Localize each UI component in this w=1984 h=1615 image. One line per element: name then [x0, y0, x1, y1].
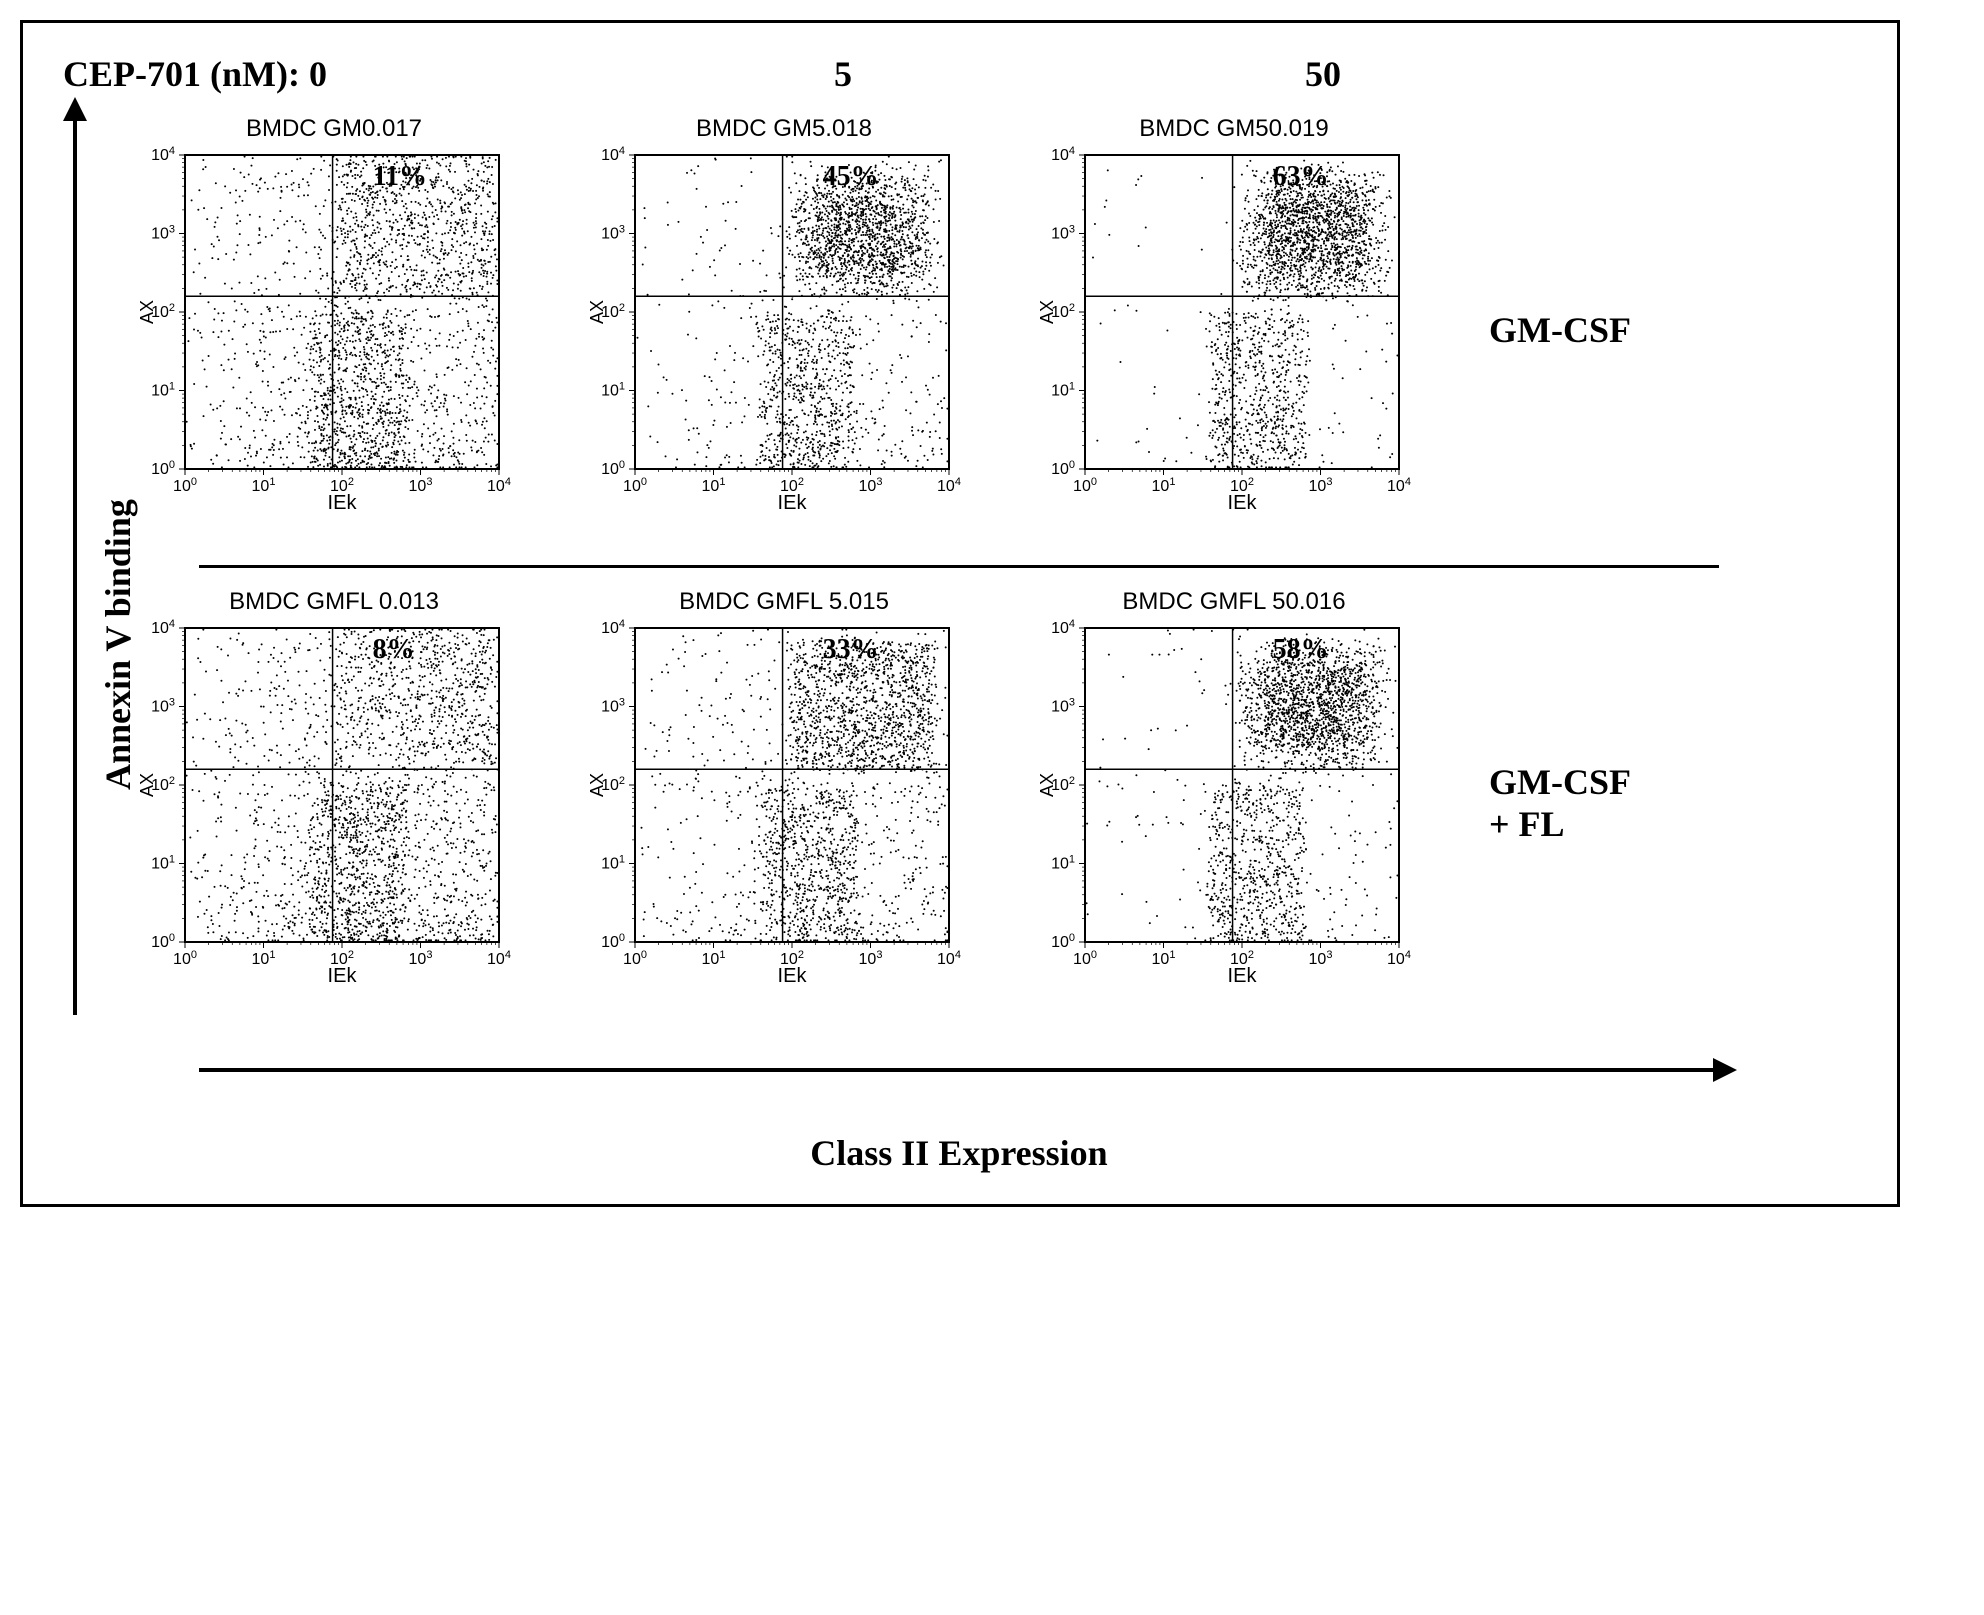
plot-y-axis: AX	[139, 300, 157, 324]
plot-x-axis: IEk	[328, 965, 358, 987]
figure-frame: CEP-701 (nM): 0 5 50 Annexin V binding B…	[20, 20, 1900, 1207]
percent-label: 8%	[373, 634, 415, 665]
plot-row: BMDC GM0.01711%1001001011011021021031031…	[139, 115, 1779, 545]
dose-0: 0	[309, 54, 327, 94]
main-area: Annexin V binding BMDC GM0.017 11% 100100 1…	[63, 115, 1857, 1174]
treatment-label-text: CEP-701 (nM):	[63, 54, 300, 94]
scatter-plot: 63%100100101101102102103103104104IEkAX	[1039, 145, 1429, 545]
plot-y-axis: AX	[589, 300, 607, 324]
y-axis-arrow	[73, 115, 77, 1015]
svg-text:103: 103	[151, 224, 175, 243]
scatter-plot: 45%100100101101102102103103104104IEkAX	[589, 145, 979, 545]
scatter-plot: 58%100100101101102102103103104104IEkAX	[1039, 618, 1429, 1018]
y-axis-label: Annexin V binding	[87, 115, 139, 1174]
plot-wrap: BMDC GM50.01963%100100101101102102103103…	[1039, 115, 1429, 545]
percent-label: 11%	[373, 161, 427, 192]
scatter-plot: 8%100100101101102102103103104104IEkAX	[139, 618, 529, 1018]
svg-text:101: 101	[151, 381, 175, 400]
plot-title: BMDC GMFL 50.016	[1122, 588, 1345, 616]
plot-x-axis: IEk	[328, 492, 358, 514]
row-label: GM-CSF	[1489, 309, 1669, 351]
plot-title: BMDC GM0.017	[246, 115, 422, 143]
dose-header: CEP-701 (nM): 0 5 50	[63, 53, 1857, 95]
svg-text:100: 100	[173, 476, 197, 495]
plot-y-axis: AX	[1039, 773, 1057, 797]
row-divider	[199, 565, 1719, 568]
svg-text:103: 103	[409, 476, 433, 495]
percent-label: 45%	[823, 161, 879, 192]
plot-x-axis: IEk	[778, 492, 808, 514]
scatter-plot: 33%100100101101102102103103104104IEkAX	[589, 618, 979, 1018]
plot-title: BMDC GM50.019	[1139, 115, 1328, 143]
svg-text:104: 104	[487, 476, 511, 495]
percent-label: 33%	[823, 634, 879, 665]
scatter-plot: 11%100100101101102102103103104104IEkAX	[139, 145, 529, 545]
plot-y-axis: AX	[1039, 300, 1057, 324]
plot-wrap: BMDC GM5.01845%1001001011011021021031031…	[589, 115, 979, 545]
percent-label: 63%	[1273, 161, 1329, 192]
plot-wrap: BMDC GMFL 0.0138%10010010110110210210310…	[139, 588, 529, 1018]
plot-title: BMDC GMFL 0.013	[229, 588, 439, 616]
rows-container: BMDC GM0.01711%1001001011011021021031031…	[139, 115, 1779, 1018]
plot-y-axis: AX	[139, 773, 157, 797]
plot-wrap: BMDC GM0.01711%1001001011011021021031031…	[139, 115, 529, 545]
svg-text:104: 104	[151, 145, 175, 164]
plot-x-axis: IEk	[1228, 492, 1258, 514]
dose-2: 50	[1083, 53, 1563, 95]
x-axis-arrow	[199, 1068, 1719, 1072]
row-label: GM-CSF + FL	[1489, 761, 1669, 845]
plot-y-axis: AX	[589, 773, 607, 797]
plot-x-axis: IEk	[1228, 965, 1258, 987]
dose-1: 5	[603, 53, 1083, 95]
plot-wrap: BMDC GMFL 5.01533%1001001011011021021031…	[589, 588, 979, 1018]
percent-label: 58%	[1273, 634, 1329, 665]
svg-text:101: 101	[252, 476, 276, 495]
x-axis-label: Class II Expression	[139, 1132, 1779, 1174]
plots-column: BMDC GM0.01711%1001001011011021021031031…	[139, 115, 1779, 1174]
plot-title: BMDC GMFL 5.015	[679, 588, 889, 616]
plot-row: BMDC GMFL 0.0138%10010010110110210210310…	[139, 588, 1779, 1018]
treatment-label: CEP-701 (nM): 0	[63, 53, 603, 95]
plot-x-axis: IEk	[778, 965, 808, 987]
plot-title: BMDC GM5.018	[696, 115, 872, 143]
svg-text:100: 100	[151, 459, 175, 478]
plot-wrap: BMDC GMFL 50.01658%100100101101102102103…	[1039, 588, 1429, 1018]
